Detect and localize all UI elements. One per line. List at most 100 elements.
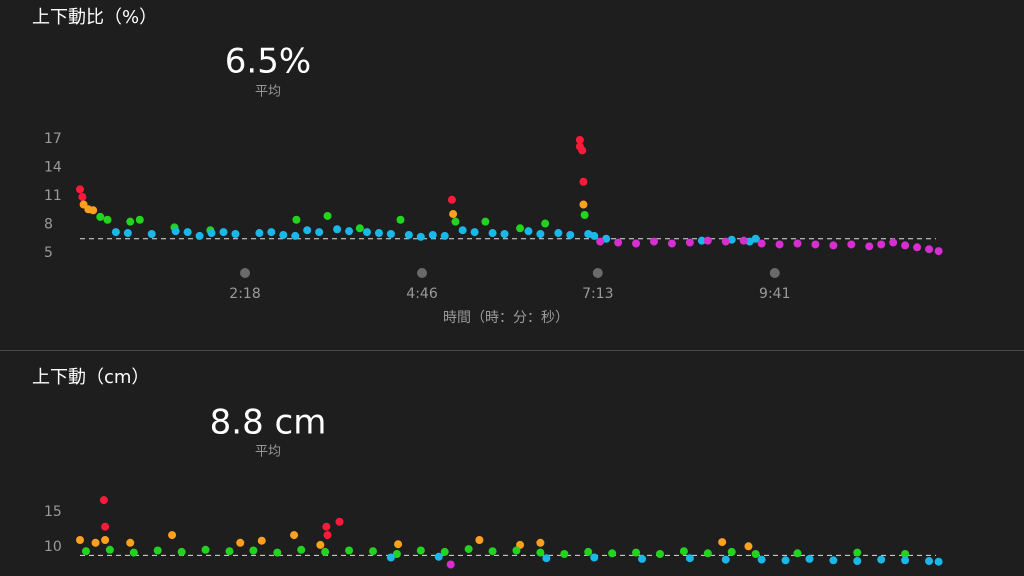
data-point — [877, 240, 886, 249]
data-point — [81, 547, 90, 556]
data-point — [297, 545, 306, 554]
data-point — [322, 522, 331, 531]
data-point — [805, 554, 814, 563]
data-point — [744, 542, 753, 551]
data-point — [853, 557, 862, 565]
data-point — [394, 540, 403, 549]
data-point — [579, 177, 588, 186]
data-point — [590, 231, 599, 240]
data-point — [602, 234, 611, 243]
average-caption: 平均 — [255, 85, 281, 100]
data-point — [829, 241, 838, 250]
data-point — [781, 556, 790, 565]
data-point — [703, 236, 712, 245]
data-point — [434, 552, 443, 561]
data-point — [153, 546, 162, 555]
data-point — [718, 538, 727, 547]
data-point — [451, 217, 460, 226]
data-point — [440, 547, 449, 556]
data-point — [249, 546, 258, 555]
x-tick-dot — [592, 268, 603, 278]
data-point — [584, 547, 593, 556]
data-point — [853, 548, 862, 557]
data-point — [76, 536, 84, 544]
data-point — [355, 224, 364, 233]
data-point — [446, 560, 455, 569]
data-point — [292, 215, 301, 224]
data-point — [560, 550, 569, 558]
data-point — [335, 517, 344, 526]
data-point — [575, 135, 584, 144]
data-point — [267, 228, 276, 237]
data-point — [727, 547, 736, 556]
data-point — [363, 228, 371, 237]
data-point — [638, 554, 647, 563]
data-point — [290, 531, 299, 540]
data-point — [757, 555, 766, 564]
data-point — [255, 229, 264, 238]
data-point — [614, 238, 623, 247]
data-point — [195, 231, 204, 240]
data-point — [91, 538, 100, 547]
y-tick-label: 11 — [44, 188, 62, 204]
data-point — [739, 236, 748, 245]
data-point — [516, 224, 525, 233]
x-tick-label: 2:18 — [229, 286, 260, 302]
data-point — [481, 217, 490, 226]
data-point — [470, 228, 479, 237]
data-point — [273, 548, 282, 557]
data-point — [201, 545, 210, 554]
data-point — [177, 547, 186, 556]
data-point — [316, 540, 325, 549]
data-point — [89, 206, 98, 215]
data-point — [721, 237, 730, 246]
data-point — [877, 555, 886, 564]
data-point — [751, 234, 760, 243]
average-value: 8.8 cm — [210, 403, 327, 443]
data-point — [447, 195, 456, 204]
y-tick-label: 10 — [44, 539, 62, 555]
data-point — [847, 240, 856, 249]
x-tick-label: 7:13 — [582, 286, 613, 302]
y-tick-label: 5 — [44, 245, 53, 261]
data-point — [475, 536, 484, 544]
data-point — [703, 549, 712, 558]
data-point — [396, 215, 405, 224]
data-point — [257, 536, 266, 545]
data-point — [811, 240, 820, 249]
data-point — [126, 217, 135, 226]
data-point — [315, 228, 324, 237]
data-point — [541, 219, 550, 228]
data-point — [524, 227, 533, 236]
data-point — [207, 229, 216, 238]
data-point — [323, 211, 332, 220]
data-point — [757, 239, 766, 248]
y-tick-label: 14 — [44, 160, 62, 176]
chart-title: 上下動（cm） — [32, 367, 149, 388]
data-point — [793, 239, 802, 248]
data-point — [901, 241, 910, 250]
data-point — [655, 550, 664, 558]
data-point — [536, 538, 545, 547]
data-point — [386, 553, 395, 562]
data-point — [135, 215, 144, 224]
data-point — [103, 215, 112, 224]
data-point — [775, 240, 784, 249]
data-point — [101, 536, 110, 544]
data-point — [632, 239, 641, 248]
data-point — [925, 245, 934, 254]
data-point — [745, 237, 754, 246]
data-point — [374, 229, 383, 238]
data-point — [464, 545, 473, 554]
data-point — [171, 227, 180, 236]
data-point — [333, 225, 342, 234]
data-point — [650, 237, 658, 246]
data-point — [449, 210, 458, 219]
data-point — [225, 547, 234, 556]
data-point — [231, 230, 240, 238]
data-point — [925, 557, 934, 565]
x-tick-dot — [417, 268, 428, 278]
data-point — [416, 232, 425, 241]
data-point — [829, 556, 838, 565]
